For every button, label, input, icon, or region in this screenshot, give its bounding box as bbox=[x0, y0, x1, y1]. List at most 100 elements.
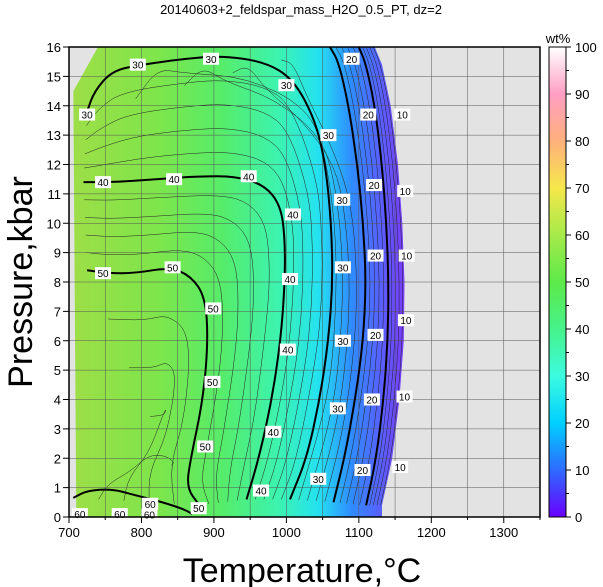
colorbar-tick-label: 10 bbox=[575, 463, 589, 478]
contour-label: 30 bbox=[203, 52, 220, 66]
contour-label-text: 40 bbox=[282, 346, 294, 357]
y-tick-label: 5 bbox=[54, 363, 61, 378]
contour-label-box bbox=[253, 484, 270, 497]
contour-label-box bbox=[265, 425, 282, 438]
minor-contour-line bbox=[365, 47, 396, 506]
contour-label: 40 bbox=[240, 170, 257, 183]
y-tick-label: 7 bbox=[54, 304, 61, 319]
contour-label-box bbox=[79, 108, 96, 121]
contour-label: 10 bbox=[392, 461, 409, 474]
contour-label: 30 bbox=[334, 334, 351, 348]
minor-contour-line bbox=[352, 47, 384, 505]
minor-contour-line bbox=[335, 47, 371, 503]
contour-labels: 10 10 10 10 10 10 20 20 20 20 20 20 20 30 30 30 30 30 30 30… bbox=[71, 52, 415, 522]
contour-label: 10 bbox=[397, 184, 414, 198]
contour-label: 40 bbox=[166, 173, 183, 186]
contour-label-text: 60 bbox=[144, 511, 156, 522]
contour-label: 20 bbox=[367, 328, 384, 342]
y-tick-label: 9 bbox=[54, 246, 61, 261]
contour-label-text: 10 bbox=[399, 393, 411, 404]
contour-label: 30 bbox=[310, 472, 327, 486]
minor-contour-line bbox=[108, 316, 189, 504]
y-tick-label: 11 bbox=[48, 187, 62, 202]
colorbar: wt% 0 10 20 30 40 50 60 70 80 90 100 bbox=[545, 31, 597, 525]
contour-line-10 bbox=[357, 47, 390, 506]
contour-label-text: 10 bbox=[400, 187, 412, 198]
minor-contour-line bbox=[98, 455, 174, 500]
colorbar-title: wt% bbox=[545, 31, 571, 46]
y-tick-label: 8 bbox=[54, 275, 61, 290]
colorbar-fill bbox=[548, 46, 567, 518]
contour-label: 30 bbox=[334, 193, 351, 207]
contour-label: 10 bbox=[396, 390, 413, 404]
minor-contour-line bbox=[341, 47, 375, 504]
contour-label: 40 bbox=[253, 484, 270, 498]
contour-label: 20 bbox=[363, 393, 380, 407]
contour-label-text: 50 bbox=[200, 443, 212, 454]
minor-contour-line bbox=[86, 250, 223, 505]
contour-label: 40 bbox=[95, 176, 112, 189]
contour-label-text: 20 bbox=[363, 111, 375, 122]
y-axis-label: Pressure,kbar bbox=[2, 176, 40, 388]
contour-label: 40 bbox=[282, 273, 299, 286]
minor-contour-line bbox=[373, 47, 404, 506]
y-tick-label: 13 bbox=[47, 128, 61, 143]
contour-label-text: 40 bbox=[97, 178, 109, 189]
contour-label-text: 20 bbox=[370, 252, 382, 263]
contour-label-text: 40 bbox=[287, 210, 299, 221]
contour-label-text: 50 bbox=[193, 504, 205, 515]
contour-line-20 bbox=[329, 47, 367, 503]
contour-label: 20 bbox=[367, 249, 384, 263]
contour-label-text: 20 bbox=[346, 55, 358, 66]
plot-area: 10 10 10 10 10 10 20 20 20 20 20 20 20 30 30 30 30 30 30 30… bbox=[68, 46, 541, 522]
contour-label-box bbox=[329, 402, 346, 415]
colorbar-tick-label: 90 bbox=[575, 87, 589, 102]
contour-label: 60 bbox=[142, 497, 159, 511]
contour-label-text: 30 bbox=[132, 61, 144, 72]
contour-label-text: 20 bbox=[357, 466, 369, 477]
contour-label-text: 50 bbox=[167, 263, 179, 274]
contour-label-text: 20 bbox=[369, 181, 381, 192]
x-tick-label: 1100 bbox=[345, 525, 373, 540]
contour-label-box bbox=[240, 170, 257, 183]
contour-label-box bbox=[95, 267, 112, 280]
minor-contour-line bbox=[85, 232, 239, 503]
contour-label-box bbox=[354, 464, 371, 476]
y-tick-label: 12 bbox=[47, 158, 61, 173]
colorbar-tick-label: 100 bbox=[575, 40, 597, 55]
colorbar-tick-label: 50 bbox=[575, 275, 589, 290]
contour-label: 30 bbox=[334, 261, 351, 274]
contour-label-box bbox=[205, 302, 222, 315]
contour-label-text: 50 bbox=[97, 269, 109, 280]
contour-label-box bbox=[360, 108, 377, 121]
x-tick-label: 800 bbox=[131, 525, 153, 540]
contour-label-box bbox=[190, 502, 207, 515]
minor-contour-line bbox=[84, 213, 254, 502]
contour-label-box bbox=[320, 129, 337, 142]
contour-label-box bbox=[282, 273, 299, 286]
contour-label: 30 bbox=[129, 58, 146, 72]
contour-label-text: 10 bbox=[397, 111, 409, 122]
minor-contour-line bbox=[129, 363, 175, 503]
contour-label-box bbox=[367, 328, 384, 341]
contour-label-box bbox=[334, 334, 351, 347]
minor-contour-line bbox=[85, 104, 313, 500]
minor-contour-line bbox=[135, 70, 337, 501]
contour-label-text: 10 bbox=[395, 463, 407, 474]
colorbar-tick-label: 30 bbox=[575, 369, 589, 384]
minor-contour-line bbox=[84, 195, 270, 501]
y-tick-label: 1 bbox=[54, 481, 61, 496]
labeled-contours bbox=[72, 47, 390, 515]
contour-label-box bbox=[334, 193, 351, 206]
x-tick-label: 1300 bbox=[489, 525, 518, 540]
contour-line-50 bbox=[86, 268, 209, 506]
colorbar-tick-label: 20 bbox=[575, 416, 589, 431]
contour-label-text: 10 bbox=[400, 316, 412, 327]
contour-label-box bbox=[367, 249, 384, 262]
contour-label: 40 bbox=[284, 208, 301, 221]
contour-label: 10 bbox=[394, 108, 411, 122]
contour-label-text: 40 bbox=[169, 175, 181, 186]
x-axis-ticks: 700 800 900 1000 1100 1200 1300 bbox=[58, 517, 541, 540]
minor-contour-line bbox=[369, 47, 400, 506]
